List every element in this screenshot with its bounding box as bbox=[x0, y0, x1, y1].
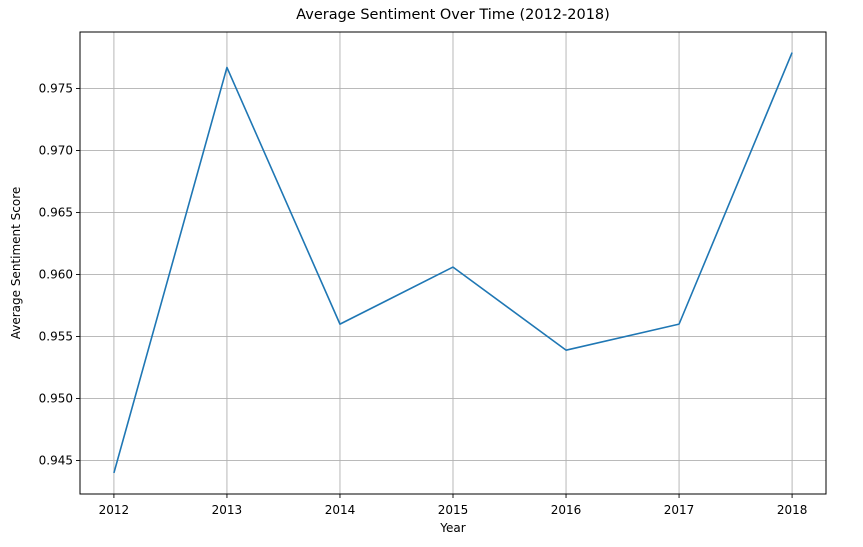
y-tick-label: 0.965 bbox=[39, 206, 73, 220]
series-layer bbox=[113, 52, 793, 474]
y-axis-label: Average Sentiment Score bbox=[9, 186, 23, 340]
x-tick-label: 2013 bbox=[212, 503, 243, 517]
y-tick-label: 0.970 bbox=[39, 144, 73, 158]
y-tick-label: 0.975 bbox=[39, 82, 73, 96]
x-tick-label: 2014 bbox=[325, 503, 356, 517]
grid-lines bbox=[80, 32, 826, 494]
x-tick-label: 2017 bbox=[664, 503, 695, 517]
chart-title: Average Sentiment Over Time (2012-2018) bbox=[296, 7, 610, 23]
x-tick-label: 2012 bbox=[99, 503, 130, 517]
x-axis-ticks: 2012 2013 2014 2015 2016 2017 2018 bbox=[99, 494, 808, 517]
x-tick-label: 2016 bbox=[551, 503, 582, 517]
y-tick-label: 0.945 bbox=[39, 454, 73, 468]
x-tick-label: 2015 bbox=[438, 503, 469, 517]
y-tick-label: 0.950 bbox=[39, 392, 73, 406]
x-tick-label: 2018 bbox=[777, 503, 808, 517]
y-tick-label: 0.960 bbox=[39, 268, 73, 282]
y-axis-ticks: 0.945 0.950 0.955 0.960 0.965 0.970 0.975 bbox=[39, 82, 80, 468]
y-tick-label: 0.955 bbox=[39, 330, 73, 344]
x-axis-label: Year bbox=[440, 521, 466, 535]
